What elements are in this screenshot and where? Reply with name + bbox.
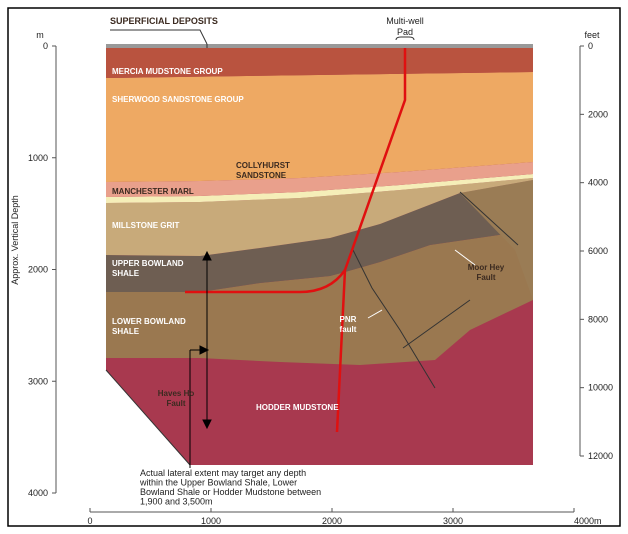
- annotation: Actual lateral extent may target any dep…: [140, 468, 306, 478]
- annotation: within the Upper Bowland Shale, Lower: [139, 478, 297, 488]
- well-path: [185, 48, 407, 433]
- tick-label: 12000: [588, 451, 613, 461]
- tick-label: 8000: [588, 314, 608, 324]
- annotation: Bowland Shale or Hodder Mudstone between: [140, 487, 321, 497]
- sherwood-sandstone: [106, 72, 533, 182]
- tick-label: 0: [87, 516, 92, 526]
- manchester-marl: [106, 162, 533, 197]
- tick-label: 2000: [28, 265, 48, 275]
- layer-label: HODDER MUDSTONE: [256, 403, 339, 412]
- fault-label: fault: [340, 325, 357, 334]
- mercia-mudstone: [106, 48, 533, 78]
- tick-label: 1000: [201, 516, 221, 526]
- tick-label: 2000: [588, 109, 608, 119]
- layer-label: MILLSTONE GRIT: [112, 221, 180, 230]
- tick-label: 2000: [322, 516, 342, 526]
- haves-ho-fault-line: [105, 369, 191, 466]
- layer-label: MANCHESTER MARL: [112, 187, 194, 196]
- axis-title: Approx. Vertical Depth: [10, 195, 20, 285]
- annotation: 1,900 and 3,500m: [140, 497, 213, 507]
- moor-hey-fault-line: [459, 191, 519, 246]
- layer-label: SANDSTONE: [236, 171, 287, 180]
- layer-label: SHERWOOD SANDSTONE GROUP: [112, 95, 244, 104]
- pointer: [110, 29, 208, 45]
- superficial-deposits: [106, 44, 533, 48]
- tick-label: 0: [588, 41, 593, 51]
- layer-label: COLLYHURST: [236, 161, 290, 170]
- fault-label: Haves Ho: [158, 389, 195, 398]
- pad-label: Pad: [397, 27, 413, 37]
- millstone-grit: [106, 178, 533, 256]
- tick-label: 4000m: [574, 516, 602, 526]
- tick-label: 0: [43, 41, 48, 51]
- layer-label: SHALE: [112, 327, 140, 336]
- tick-label: 3000: [443, 516, 463, 526]
- fault-branch: [402, 299, 471, 349]
- left-unit: m: [36, 30, 44, 40]
- fault-label: Moor Hey: [468, 263, 505, 272]
- tick-label: 4000: [28, 488, 48, 498]
- fault-label: Fault: [166, 399, 185, 408]
- layer-label: LOWER BOWLAND: [112, 317, 186, 326]
- tick-label: 10000: [588, 383, 613, 393]
- pnr-fault-line: [351, 247, 436, 389]
- pad-label: Multi-well: [386, 16, 424, 26]
- upper-bowland-shale: [106, 180, 533, 292]
- layer-label: UPPER BOWLAND: [112, 259, 184, 268]
- tick-label: 3000: [28, 376, 48, 386]
- tick-label: 4000: [588, 178, 608, 188]
- layer-label: MERCIA MUDSTONE GROUP: [112, 67, 223, 76]
- right-unit: feet: [584, 30, 600, 40]
- layers: [105, 44, 533, 466]
- layer-label: SHALE: [112, 269, 140, 278]
- target-arrow: [189, 250, 212, 468]
- tick-label: 6000: [588, 246, 608, 256]
- superficial-label: SUPERFICIAL DEPOSITS: [110, 16, 218, 26]
- pad-bracket: [395, 36, 415, 41]
- fault-label: PNR: [340, 315, 357, 324]
- moor-hey-block: [460, 180, 533, 300]
- collyhurst-sandstone: [106, 174, 533, 203]
- fault-label: Fault: [476, 273, 495, 282]
- leader: [454, 249, 476, 266]
- tick-label: 1000: [28, 153, 48, 163]
- leader: [367, 309, 383, 319]
